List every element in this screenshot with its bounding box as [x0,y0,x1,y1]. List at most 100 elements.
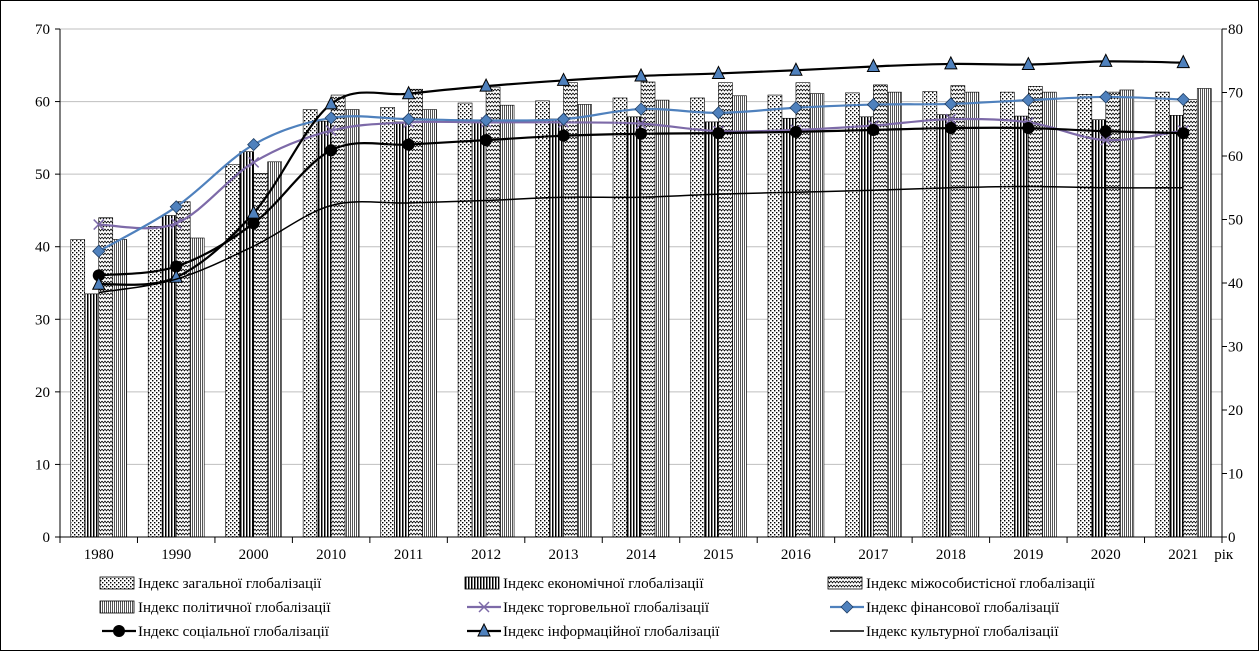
legend-marker-line-2 [113,625,125,637]
bar-series0-2017 [845,92,860,538]
point-series0-2020 [1100,134,1112,146]
bar-series0-2015 [690,97,705,538]
bar-series1-2020 [1091,119,1107,538]
point-series1-2017 [866,97,880,112]
bar-series3-2012 [499,104,515,538]
bar-series1-2015 [704,121,719,538]
bar-series2-2016 [795,82,811,538]
legend-item-bar-3: Індекс політичної глобалізації [99,600,331,616]
bar-series3-2015 [732,95,747,538]
bar-series0-1990 [147,226,163,538]
legend-label-bar-3: Індекс політичної глобалізації [138,600,331,616]
bar-series2-2012 [485,86,501,538]
point-series1-2018 [944,97,958,111]
bar-series3-2010 [344,109,360,538]
x-tick-label-2015: 2015 [703,547,733,563]
point-series2-2012 [480,134,493,147]
legend-label-line-1: Індекс фінансової глобалізації [866,600,1060,616]
legend: Індекс загальної глобалізації Індекс екон… [99,576,1096,640]
point-series2-2021 [1177,127,1190,140]
point-series0-2000 [248,156,260,168]
legend-label-line-3: Індекс інформаційної глобалізації [503,624,720,640]
bar-series3-2018 [964,91,980,538]
bar-series3-2014 [654,99,670,538]
x-tick-label-2013: 2013 [549,547,579,563]
bar-series3-2011 [422,109,437,538]
bars-layer [70,81,1212,538]
x-axis-label: рік [1214,547,1234,563]
bar-series3-2000 [267,161,282,538]
point-series2-2019 [1022,122,1035,135]
x-tick-label-2010: 2010 [316,547,346,563]
y-right-tick-label-4: 40 [1228,276,1243,292]
point-series3-2013 [556,72,571,86]
point-series3-2015 [711,65,726,79]
bar-series2-2020 [1105,91,1121,538]
point-series1-2000 [247,138,261,152]
point-series3-2011 [401,85,416,100]
point-series0-1990 [170,217,182,229]
legend-item-bar-2: Індекс міжособистісної глобалізації [827,576,1096,592]
point-series1-2016 [789,101,803,115]
point-series3-2021 [1176,54,1191,69]
y-right-tick-label-1: 10 [1228,467,1243,483]
x-tick-label-2018: 2018 [936,547,966,563]
legend-item-line-2: Індекс соціальної глобалізації [102,624,330,640]
point-series3-2018 [944,55,958,70]
point-series2-2011 [402,138,415,151]
legend-item-bar-0: Індекс загальної глобалізації [99,576,322,592]
bar-series1-2016 [781,117,797,538]
point-series1-2020 [1099,90,1113,104]
y-left-tick-label-3: 30 [35,312,50,328]
x-tick-label-2020: 2020 [1091,547,1121,563]
point-series2-2016 [789,125,802,138]
legend-item-bar-1: Індекс економічної глобалізації [464,576,704,592]
bar-series2-2015 [718,82,733,538]
line-series2 [98,126,1184,277]
bar-series2-2014 [640,81,656,538]
bar-series3-2020 [1119,89,1135,538]
bar-series0-2011 [380,107,395,538]
bar-series0-1980 [70,239,86,538]
point-series1-2013 [556,112,571,126]
point-series3-2014 [634,67,648,82]
bar-series2-2010 [330,94,346,538]
point-series3-2010 [324,95,338,110]
bar-series1-2011 [394,121,409,538]
y-right-tick-label-7: 70 [1228,86,1243,102]
legend-label-line-0: Індекс торговельної глобалізації [503,600,710,616]
point-series2-1980 [92,269,105,282]
y-left-tick-label-5: 50 [35,167,50,183]
point-series3-2012 [479,78,493,92]
bar-series2-2013 [563,82,578,538]
point-series2-2018 [944,122,957,135]
point-series0-2018 [945,113,957,125]
bar-series3-2021 [1196,88,1212,538]
bar-series1-2017 [859,116,874,538]
legend-label-bar-0: Індекс загальної глобалізації [138,576,322,592]
bar-series3-2017 [887,91,902,538]
legend-item-line-4: Індекс культурної глобалізації [830,624,1059,640]
point-series2-2013 [557,129,570,142]
point-series3-2016 [789,62,803,76]
bar-series0-2012 [457,102,473,538]
y-right-tick-label-8: 80 [1228,22,1243,38]
bar-series1-2021 [1168,115,1184,538]
point-series1-1980 [92,244,106,258]
legend-marker-line-0 [478,601,490,613]
bar-series2-1980 [98,217,114,538]
bar-series2-2019 [1028,86,1043,538]
point-series1-2019 [1021,93,1035,107]
legend-label-line-4: Індекс культурної глобалізації [866,624,1059,640]
y-left-tick-label-4: 40 [35,240,50,256]
bar-series0-2016 [767,94,783,538]
point-series1-2010 [324,111,338,125]
bar-series0-2019 [1000,91,1015,538]
y-right-tick-label-0: 0 [1228,530,1236,546]
point-series3-2000 [246,205,261,219]
x-tick-label-2017: 2017 [858,547,889,563]
point-series1-2021 [1176,92,1190,107]
point-series1-2014 [634,102,648,116]
point-series1-2012 [479,113,493,128]
